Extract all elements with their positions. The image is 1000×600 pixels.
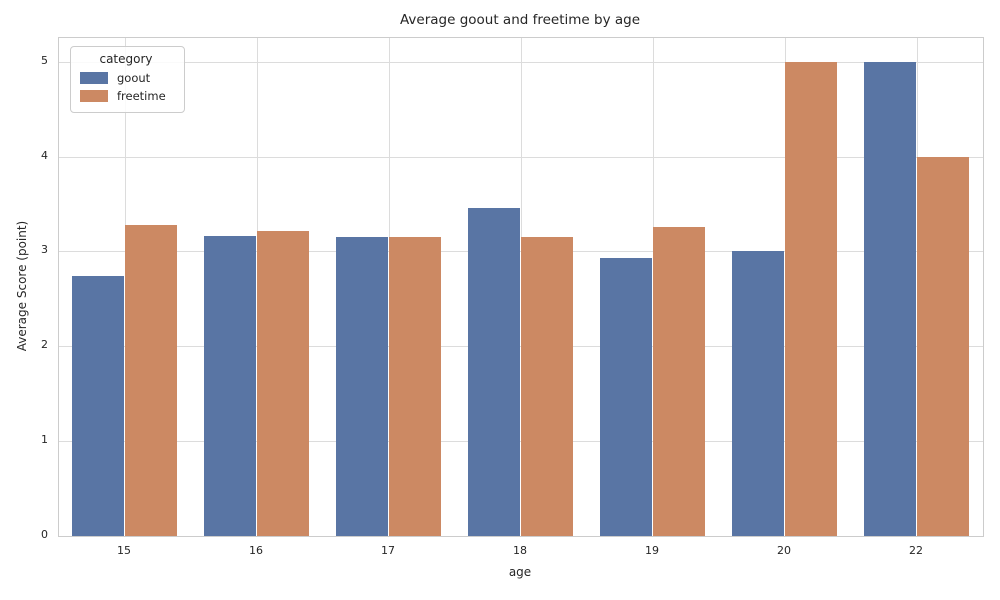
bar-freetime-15: [125, 225, 177, 536]
x-tick-label-20: 20: [777, 544, 791, 557]
x-tick-label-17: 17: [381, 544, 395, 557]
y-tick-label-3: 3: [41, 243, 48, 257]
bar-freetime-17: [389, 237, 441, 536]
legend-label-freetime: freetime: [117, 89, 166, 103]
y-tick-label-5: 5: [41, 53, 48, 67]
x-tick-label-15: 15: [117, 544, 131, 557]
plot-area: [58, 37, 984, 537]
bar-goout-15: [72, 276, 124, 536]
legend-swatch-freetime: [80, 90, 108, 102]
bar-goout-17: [336, 237, 388, 536]
y-tick-label-1: 1: [41, 433, 48, 447]
legend-item-goout: goout: [80, 69, 172, 87]
bar-freetime-16: [257, 231, 309, 536]
bar-freetime-19: [653, 227, 705, 536]
x-tick-label-19: 19: [645, 544, 659, 557]
x-tick-label-16: 16: [249, 544, 263, 557]
bar-freetime-22: [917, 157, 969, 536]
bar-freetime-18: [521, 237, 573, 536]
bar-goout-16: [204, 236, 256, 536]
bar-goout-18: [468, 208, 520, 536]
x-tick-label-18: 18: [513, 544, 527, 557]
legend: category goout freetime: [70, 46, 185, 113]
y-tick-label-4: 4: [41, 148, 48, 162]
chart-title: Average goout and freetime by age: [399, 12, 641, 28]
bar-goout-22: [864, 62, 916, 536]
legend-swatch-goout: [80, 72, 108, 84]
y-tick-label-0: 0: [41, 528, 48, 541]
bar-freetime-20: [785, 62, 837, 536]
y-axis-label: Average Score (point): [15, 220, 29, 352]
legend-label-goout: goout: [117, 71, 151, 85]
legend-title: category: [99, 52, 153, 66]
y-tick-label-2: 2: [41, 338, 48, 352]
legend-items: goout freetime: [80, 69, 172, 105]
x-axis-label: age: [508, 565, 532, 579]
x-tick-label-22: 22: [909, 544, 923, 557]
bar-goout-19: [600, 258, 652, 536]
legend-item-freetime: freetime: [80, 87, 172, 105]
bar-goout-20: [732, 251, 784, 536]
